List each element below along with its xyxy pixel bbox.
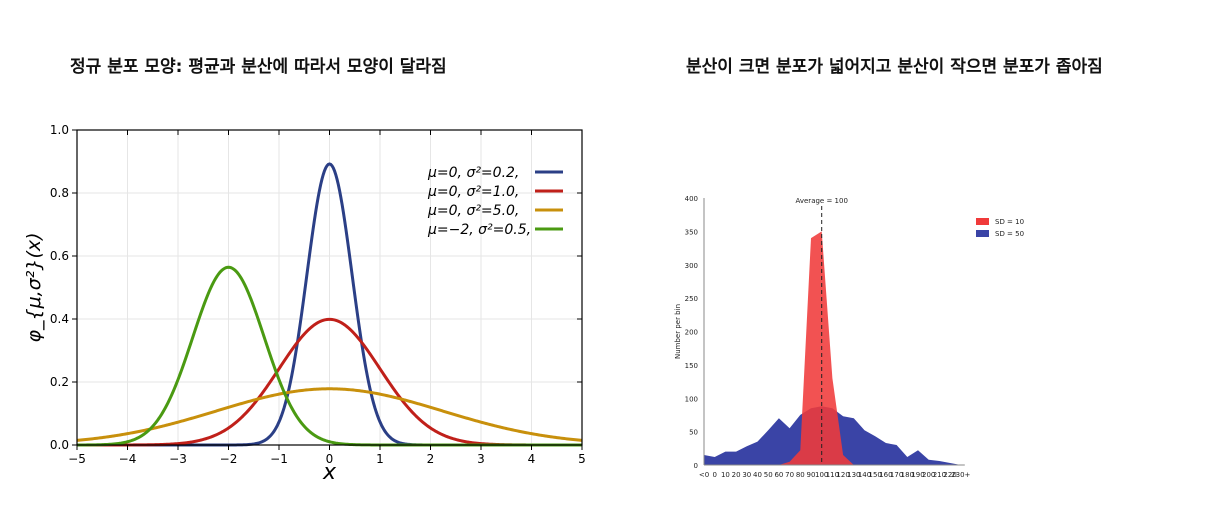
y-axis-label: Number per bin: [674, 304, 682, 359]
series-line: [76, 387, 583, 442]
legend-label: SD = 50: [995, 230, 1024, 238]
x-tick-label: 130: [847, 471, 860, 479]
x-tick-label: 220: [943, 471, 956, 479]
x-tick-label: 50: [764, 471, 773, 479]
legend-label: μ=0, σ²=0.2,: [427, 165, 519, 181]
left-chart-heading: 정규 분포 모양: 평균과 분산에 따라서 모양이 달라짐: [70, 57, 447, 77]
x-tick-label: 40: [753, 471, 762, 479]
x-tick-label: 2: [427, 452, 435, 466]
normal-distribution-chart: −5 −4 −3 −2 −1 0 1 2 3 4 5 0.0 0.2 0.4 0.6 0.8 1.0 x φ_{μ,…: [23, 123, 586, 485]
y-tick-label: 150: [685, 362, 698, 370]
x-tick-label: 3: [477, 452, 485, 466]
x-tick-label: 110: [826, 471, 839, 479]
y-tick-label: 0.2: [50, 375, 69, 389]
x-tick-label: 0: [326, 452, 334, 466]
y-tick-label: 50: [689, 429, 698, 437]
x-tick-label: 230+: [951, 471, 970, 479]
x-tick-label: 20: [732, 471, 741, 479]
legend-swatch: [976, 218, 989, 225]
x-tick-label: 0: [712, 471, 716, 479]
x-tick-label: 200: [922, 471, 935, 479]
y-tick-label: 1.0: [50, 123, 69, 137]
x-tick-label: 5: [578, 452, 586, 466]
x-tick-label: 1: [376, 452, 384, 466]
y-tick-label: 250: [685, 295, 698, 303]
x-tick-label: 180: [901, 471, 914, 479]
right-chart-heading: 분산이 크면 분포가 넓어지고 분산이 작으면 분포가 좁아짐: [686, 57, 1103, 77]
y-tick-label: 0.8: [50, 186, 69, 200]
x-tick-label: 140: [858, 471, 871, 479]
x-tick-label: 70: [785, 471, 794, 479]
x-tick-label: <0: [699, 471, 709, 479]
y-tick-label: 100: [685, 395, 698, 403]
x-axis-label: x: [322, 460, 337, 485]
y-tick-label: 200: [685, 329, 698, 337]
x-tick-label: 190: [911, 471, 924, 479]
x-tick-label: −5: [68, 452, 86, 466]
y-tick-label: 350: [685, 228, 698, 236]
legend-label: μ=−2, σ²=0.5,: [427, 222, 531, 238]
x-tick-label: 4: [528, 452, 536, 466]
y-tick-label: 400: [685, 195, 698, 203]
legend-label: μ=0, σ²=5.0,: [427, 203, 519, 219]
x-tick-label: 10: [721, 471, 730, 479]
x-tick-label: 160: [879, 471, 892, 479]
x-tick-label: −2: [220, 452, 238, 466]
x-tick-label: −4: [119, 452, 137, 466]
y-tick-label: 0.0: [50, 438, 69, 452]
x-tick-label: −1: [270, 452, 288, 466]
y-tick-label: 300: [685, 262, 698, 270]
x-tick-label: 90: [807, 471, 816, 479]
average-annotation: Average = 100: [795, 197, 847, 205]
legend-swatch: [976, 230, 989, 237]
legend-label: μ=0, σ²=1.0,: [427, 184, 519, 200]
x-tick-label: 210: [933, 471, 946, 479]
x-tick-label: 170: [890, 471, 903, 479]
legend-label: SD = 10: [995, 218, 1024, 226]
x-tick-label: 150: [869, 471, 882, 479]
y-axis-label: φ_{μ,σ²}(x): [23, 232, 45, 342]
area-sd-10: [704, 231, 961, 465]
y-tick-label: 0.6: [50, 249, 69, 263]
x-tick-label: 60: [774, 471, 783, 479]
x-tick-label: −3: [169, 452, 187, 466]
x-tick-label: 30: [742, 471, 751, 479]
x-tick-label: 100: [815, 471, 828, 479]
x-tick-label: 120: [836, 471, 849, 479]
x-tick-label: 80: [796, 471, 805, 479]
y-tick-label: 0: [694, 462, 698, 470]
y-tick-label: 0.4: [50, 312, 69, 326]
